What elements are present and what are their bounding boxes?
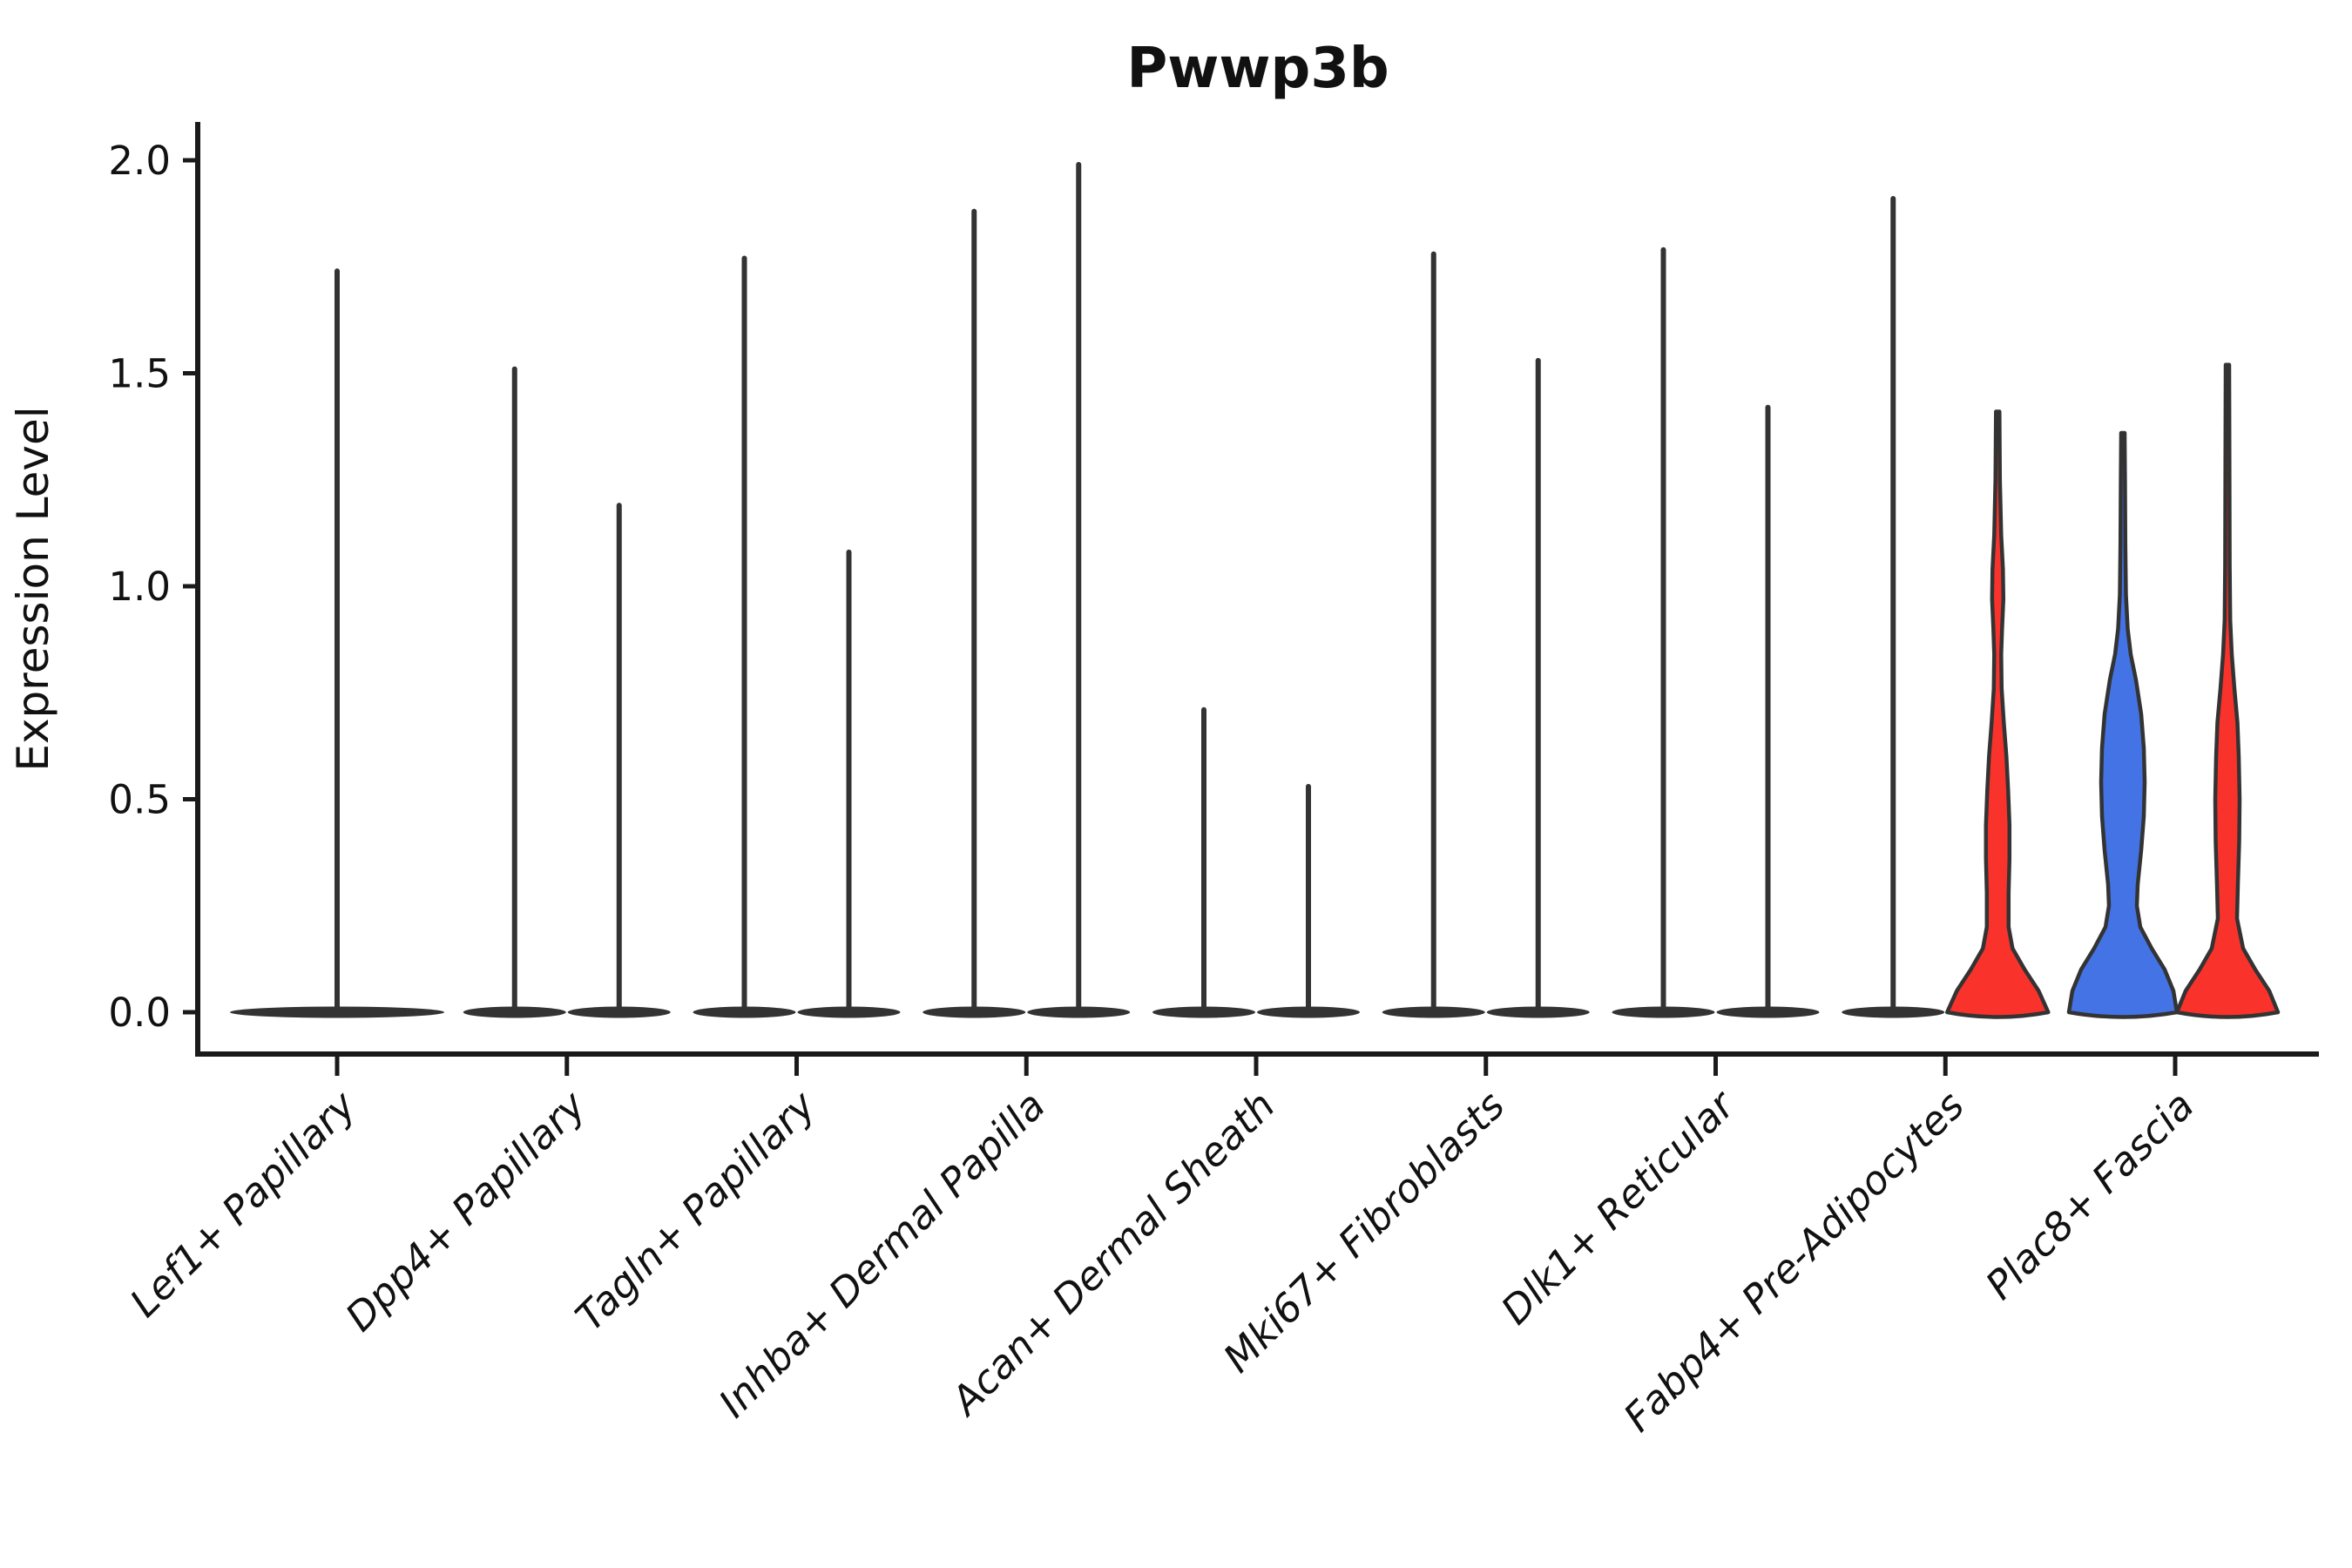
x-tick-label: Plac8+ Fascia bbox=[1977, 1082, 2203, 1308]
axes bbox=[183, 122, 2319, 1076]
x-tick-label: Lef1+ Papillary bbox=[121, 1081, 366, 1326]
violin-body bbox=[2174, 362, 2281, 1019]
y-tick-labels: 0.0 0.5 1.0 1.5 2.0 bbox=[108, 138, 171, 1036]
x-tick-label: Dlk1+ Reticular bbox=[1492, 1081, 1745, 1334]
violin-body bbox=[1945, 409, 2051, 1019]
chart-title: Pwwp3b bbox=[1126, 37, 1389, 101]
y-axis-label: Expression Level bbox=[8, 406, 58, 771]
y-tick-label: 0.0 bbox=[108, 990, 171, 1036]
violin-shapes bbox=[230, 161, 2281, 1019]
y-tick-label: 1.0 bbox=[108, 564, 171, 610]
x-tick-label: Dpp4+ Papillary bbox=[336, 1081, 595, 1340]
x-tick-label: Tagln+ Papillary bbox=[566, 1081, 825, 1340]
violin-body bbox=[2066, 430, 2180, 1019]
y-tick-label: 1.5 bbox=[108, 351, 171, 397]
y-tick-label: 0.5 bbox=[108, 777, 171, 823]
y-tick-label: 2.0 bbox=[108, 138, 171, 184]
